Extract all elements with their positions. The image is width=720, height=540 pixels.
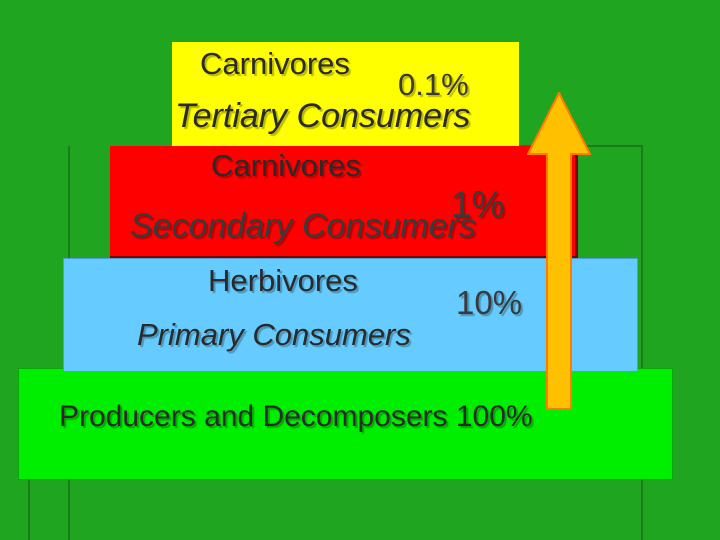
producers-label: Producers and Decomposers 100% — [59, 400, 533, 433]
background-line-vertical-right — [641, 146, 643, 540]
secondary-level-label: Secondary Consumers — [130, 207, 476, 245]
primary-consumers-tier: Herbivores 10% Primary Consumers — [63, 258, 638, 372]
primary-percent-label: 10% — [456, 284, 523, 321]
producers-tier: Producers and Decomposers 100% — [18, 368, 673, 480]
secondary-percent-label: 1% — [451, 184, 505, 225]
tertiary-percent-label: 0.1% — [398, 67, 469, 102]
secondary-consumers-tier: Carnivores 1% Secondary Consumers — [110, 146, 578, 258]
tertiary-consumers-tier: Carnivores 0.1% Tertiary Consumers — [172, 42, 519, 146]
primary-level-label: Primary Consumers — [137, 317, 411, 352]
secondary-group-label: Carnivores — [211, 148, 361, 183]
primary-group-label: Herbivores — [208, 263, 358, 298]
tertiary-level-label: Tertiary Consumers — [175, 97, 471, 135]
tertiary-group-label: Carnivores — [200, 46, 350, 81]
background-line-vertical-lower — [28, 478, 30, 540]
up-arrow-icon — [527, 92, 591, 410]
